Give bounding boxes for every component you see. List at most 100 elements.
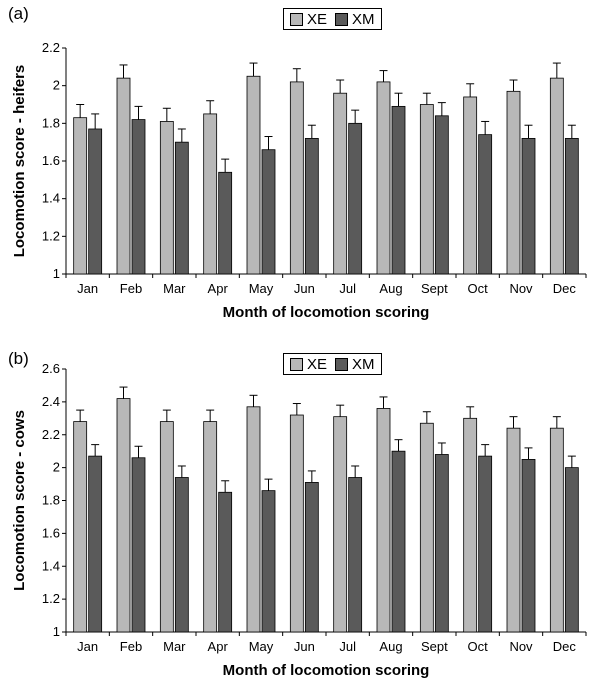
bar-xe-apr	[203, 421, 218, 633]
y-tick-label: 2	[53, 460, 60, 475]
legend-label-xe: XE	[307, 10, 328, 28]
y-tick-label: 1	[53, 266, 60, 281]
bar-xe-dec	[549, 77, 564, 275]
bar-xe-jul	[333, 92, 348, 275]
bar-xe-sept	[419, 104, 434, 275]
bar-xe-mar	[159, 421, 174, 633]
chart-panel-b: (b) XE XM 1 1.2 1.4 1.6 1.8 2 2.2 2.4 2.6 Jan Feb M…	[0, 345, 595, 690]
y-tick-label: 1.8	[42, 115, 60, 130]
bar-xe-feb	[116, 77, 131, 275]
y-tick-label: 2.2	[42, 427, 60, 442]
x-tick-label: Jan	[77, 281, 98, 296]
x-tick-label: Dec	[553, 639, 577, 654]
bar-xm-dec	[564, 137, 579, 275]
bar-xm-aug	[391, 450, 406, 633]
x-axis-title: Month of locomotion scoring	[223, 662, 430, 679]
bar-xm-jun	[304, 137, 319, 275]
bar-xm-oct	[478, 134, 493, 275]
y-tick-label: 1.8	[42, 493, 60, 508]
y-tick-label: 2.6	[42, 361, 60, 376]
x-tick-label: Sept	[421, 639, 448, 654]
bar-xm-feb	[131, 119, 146, 275]
legend-label-xm: XM	[352, 355, 375, 373]
bar-xe-mar	[159, 121, 174, 275]
y-tick-label: 1.4	[42, 558, 60, 573]
bar-xm-jan	[88, 128, 103, 275]
bar-xm-dec	[564, 467, 579, 633]
y-tick-label: 1.2	[42, 228, 60, 243]
bar-xe-oct	[463, 96, 478, 275]
x-tick-label: Nov	[509, 639, 533, 654]
bar-xm-feb	[131, 457, 146, 633]
legend-swatch-xm	[335, 12, 349, 26]
bar-xm-jul	[348, 122, 363, 275]
y-tick-label: 1	[53, 624, 60, 639]
y-axis-title: Locomotion score - cows	[11, 410, 28, 591]
bar-xm-mar	[174, 477, 189, 633]
x-tick-label: Apr	[208, 281, 229, 296]
y-tick-label: 2	[53, 78, 60, 93]
bar-xe-feb	[116, 398, 131, 633]
legend: XE XM	[283, 8, 382, 30]
x-tick-label: Oct	[468, 281, 489, 296]
y-tick-label: 1.6	[42, 525, 60, 540]
bar-xe-jan	[73, 117, 88, 275]
bar-xe-jan	[73, 421, 88, 633]
x-tick-label: May	[249, 281, 274, 296]
bar-xe-nov	[506, 90, 521, 275]
legend-swatch-xe	[290, 357, 303, 371]
bar-xm-nov	[521, 137, 536, 275]
x-tick-label: Aug	[379, 281, 402, 296]
bar-xe-nov	[506, 427, 521, 633]
legend-item-xm: XM	[335, 11, 375, 28]
bar-xm-jan	[88, 455, 103, 633]
x-tick-label: Oct	[468, 639, 489, 654]
y-tick-label: 1.2	[42, 591, 60, 606]
y-tick-label: 2.2	[42, 40, 60, 55]
bar-xe-sept	[419, 422, 434, 633]
bar-xe-apr	[203, 113, 218, 275]
bar-xm-may	[261, 490, 276, 633]
y-tick-label: 1.6	[42, 153, 60, 168]
legend-item-xe: XE	[290, 356, 327, 373]
x-tick-label: Jul	[339, 639, 356, 654]
legend-label-xe: XE	[307, 355, 328, 373]
x-tick-label: Dec	[553, 281, 577, 296]
bar-xm-apr	[218, 171, 233, 275]
bar-xm-mar	[174, 141, 189, 275]
x-tick-label: Aug	[379, 639, 402, 654]
legend-label-xm: XM	[352, 10, 375, 28]
bar-xm-nov	[521, 459, 536, 633]
bar-xm-oct	[478, 455, 493, 633]
bar-xm-jun	[304, 482, 319, 633]
x-tick-label: Jun	[294, 639, 315, 654]
x-tick-label: Jun	[294, 281, 315, 296]
legend-swatch-xm	[335, 357, 349, 371]
bar-xm-sept	[434, 454, 449, 633]
x-tick-label: Jul	[339, 281, 356, 296]
y-axis-title: Locomotion score - heifers	[11, 65, 28, 258]
bar-xe-jun	[289, 414, 304, 633]
x-tick-label: Feb	[120, 639, 142, 654]
x-axis-title: Month of locomotion scoring	[223, 304, 430, 321]
legend-swatch-xe	[290, 12, 303, 26]
x-tick-label: Jan	[77, 639, 98, 654]
x-tick-label: Sept	[421, 281, 448, 296]
bar-xm-may	[261, 149, 276, 275]
chart-plot: 1 1.2 1.4 1.6 1.8 2 2.2 2.4 2.6 Jan Feb Mar Apr May Ju…	[11, 361, 587, 679]
bar-xm-aug	[391, 105, 406, 275]
legend-item-xe: XE	[290, 11, 327, 28]
y-tick-label: 1.4	[42, 191, 60, 206]
bar-xe-oct	[463, 417, 478, 633]
bar-xm-jul	[348, 477, 363, 633]
bar-xe-may	[246, 406, 261, 633]
panel-label: (a)	[8, 4, 29, 23]
bar-xe-dec	[549, 427, 564, 633]
bar-xe-may	[246, 75, 261, 275]
x-tick-label: Mar	[163, 639, 186, 654]
bar-xe-aug	[376, 408, 391, 633]
legend: XE XM	[283, 353, 382, 375]
legend-item-xm: XM	[335, 356, 375, 373]
chart-plot: 1 1.2 1.4 1.6 1.8 2 2.2 Jan Feb Mar Apr May Jun Jul Au…	[11, 40, 587, 321]
bar-xm-apr	[218, 491, 233, 633]
